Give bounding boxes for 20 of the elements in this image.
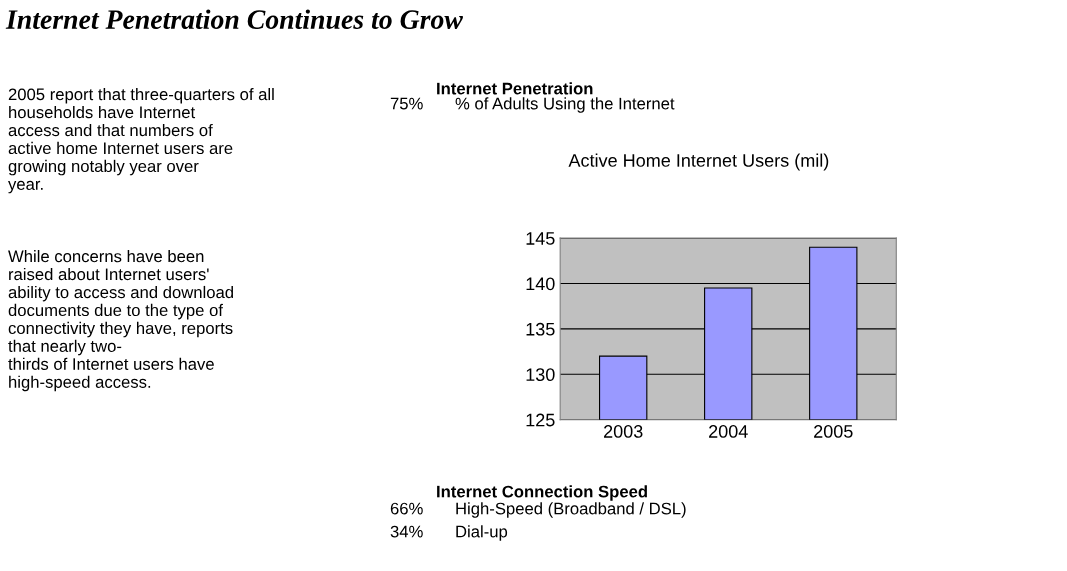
- text: Internet Penetration Continues to Grow: [5, 9, 463, 30]
- x-tick-label: 2005: [814, 425, 853, 438]
- text: Internet Penetration: [437, 82, 593, 95]
- text: Dial-up: [456, 525, 508, 541]
- y-tick-label: 125: [526, 413, 555, 427]
- y-tick-label: 140: [526, 277, 555, 291]
- y-tick-label: 145: [526, 232, 555, 245]
- text: 66%: [390, 502, 423, 515]
- text: Internet Connection Speed: [437, 485, 647, 501]
- x-tick-label: 2003: [604, 425, 643, 438]
- text: High-Speed (Broadband / DSL): [456, 502, 686, 518]
- chart-title: Active Home Internet Users (mil): [568, 153, 829, 171]
- text: While concerns have been raised about Internet users' ability to access and download documents due to the type of connectivity they have, reports that nearly two- thirds of Internet users have high-speed access.: [8, 250, 233, 392]
- text: 2005 report that three-quarters of all households have Internet access and that numbers of active home Internet users are growing notably year over year.: [8, 88, 274, 194]
- text: 75%: [390, 97, 423, 110]
- x-tick-label: 2004: [709, 425, 748, 438]
- text: % of Adults Using the Internet: [455, 97, 675, 113]
- y-tick-label: 130: [526, 368, 555, 382]
- y-tick-label: 135: [526, 322, 555, 336]
- text: 34%: [390, 525, 423, 538]
